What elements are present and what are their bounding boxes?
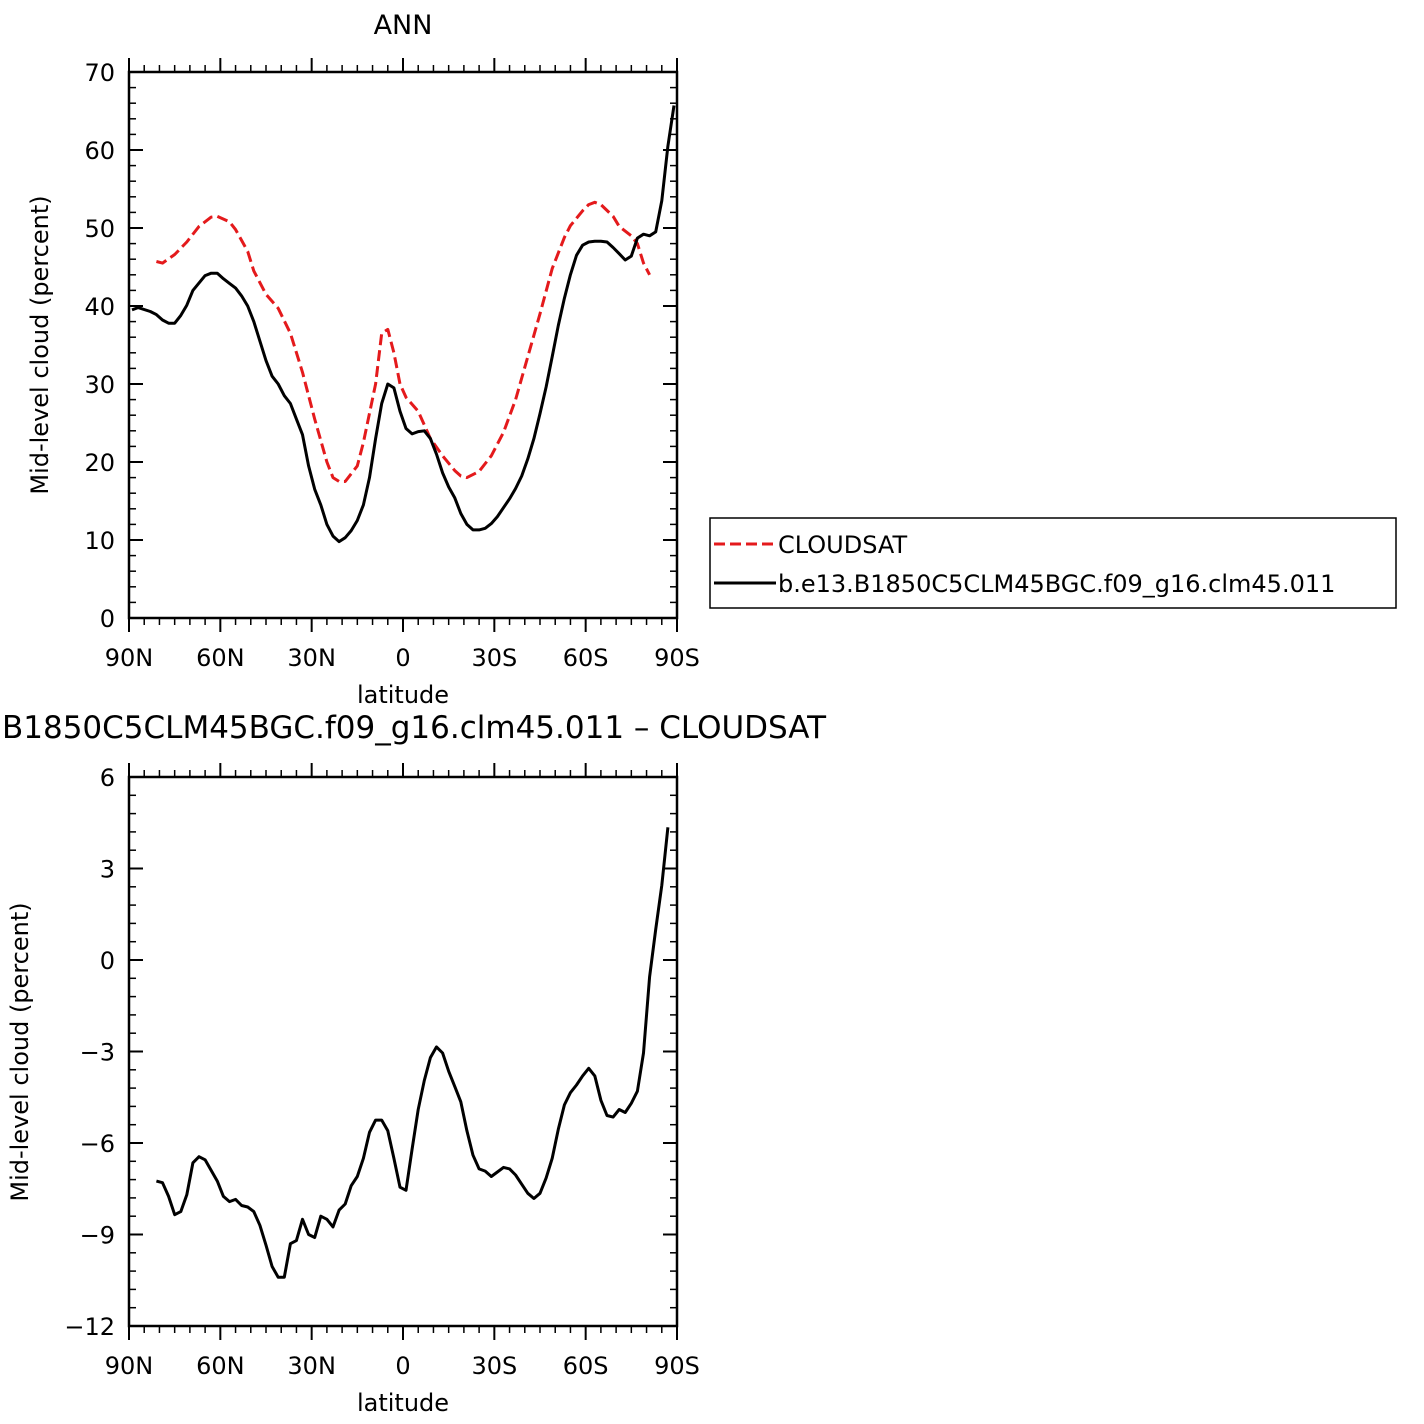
x-tick-label: 60N — [196, 644, 245, 672]
plot-frame-bottom — [127, 775, 679, 1328]
y-tick-label: 0 — [100, 605, 115, 633]
series-line-1 — [131, 105, 676, 544]
bottom-y-tick-label: 3 — [100, 856, 115, 884]
bottom-x-tick-label: 60S — [563, 1352, 609, 1380]
x-tick-label: 90S — [654, 644, 700, 672]
y-tick-label: 40 — [84, 293, 115, 321]
y-tick-label: 20 — [84, 449, 115, 477]
y-axis-label: Mid-level cloud (percent) — [26, 195, 54, 494]
series-lines-bottom — [156, 827, 670, 1279]
bottom-y-tick-label: −12 — [64, 1313, 115, 1341]
series-line-0 — [156, 200, 651, 483]
bottom-y-tick-label: 0 — [100, 947, 115, 975]
x-axis-label-bottom: latitude — [357, 1389, 449, 1417]
bottom-x-tick-label: 90S — [654, 1352, 700, 1380]
legend-label-model: b.e13.B1850C5CLM45BGC.f09_g16.clm45.011 — [778, 570, 1335, 598]
tick-marks — [128, 58, 678, 632]
y-tick-labels-bottom: −12 −9 −6 −3 0 3 6 — [64, 764, 115, 1341]
x-tick-label: 30S — [471, 644, 517, 672]
x-tick-label: 30N — [287, 644, 336, 672]
bottom-x-tick-label: 30N — [287, 1352, 336, 1380]
bottom-x-tick-label: 0 — [395, 1352, 410, 1380]
y-tick-label: 50 — [84, 215, 115, 243]
bottom-y-tick-label: −9 — [80, 1222, 115, 1250]
series-lines — [131, 105, 676, 544]
x-tick-labels: 90N 60N 30N 0 30S 60S 90S — [105, 644, 700, 672]
x-axis-label: latitude — [357, 681, 449, 709]
bottom-y-tick-label: −6 — [80, 1130, 115, 1158]
bottom-y-tick-label: 6 — [100, 764, 115, 792]
y-tick-label: 60 — [84, 137, 115, 165]
bottom-x-tick-label: 60N — [196, 1352, 245, 1380]
y-tick-labels: 0 10 20 30 40 50 60 70 — [84, 59, 115, 633]
tick-marks-bottom — [128, 763, 678, 1340]
y-axis-label-bottom: Mid-level cloud (percent) — [6, 902, 34, 1201]
x-tick-labels-bottom: 90N 60N 30N 0 30S 60S 90S — [105, 1352, 700, 1380]
plot-frame — [127, 70, 679, 620]
x-tick-label: 60S — [563, 644, 609, 672]
difference-title: B1850C5CLM45BGC.f09_g16.clm45.011 – CLOU… — [2, 710, 827, 746]
y-tick-label: 70 — [84, 59, 115, 87]
bottom-series-line-0 — [156, 827, 670, 1279]
bottom-x-tick-label: 30S — [471, 1352, 517, 1380]
bottom-x-tick-label: 90N — [105, 1352, 154, 1380]
legend: CLOUDSAT b.e13.B1850C5CLM45BGC.f09_g16.c… — [709, 517, 1397, 609]
legend-label-cloudsat: CLOUDSAT — [778, 531, 907, 559]
y-tick-label: 30 — [84, 371, 115, 399]
y-tick-label: 10 — [84, 527, 115, 555]
x-tick-label: 0 — [395, 644, 410, 672]
chart-title: ANN — [374, 10, 433, 41]
panel-difference: B1850C5CLM45BGC.f09_g16.clm45.011 – CLOU… — [2, 710, 827, 1417]
bottom-y-tick-label: −3 — [80, 1039, 115, 1067]
x-tick-label: 90N — [105, 644, 154, 672]
legend-frame — [709, 517, 1397, 609]
